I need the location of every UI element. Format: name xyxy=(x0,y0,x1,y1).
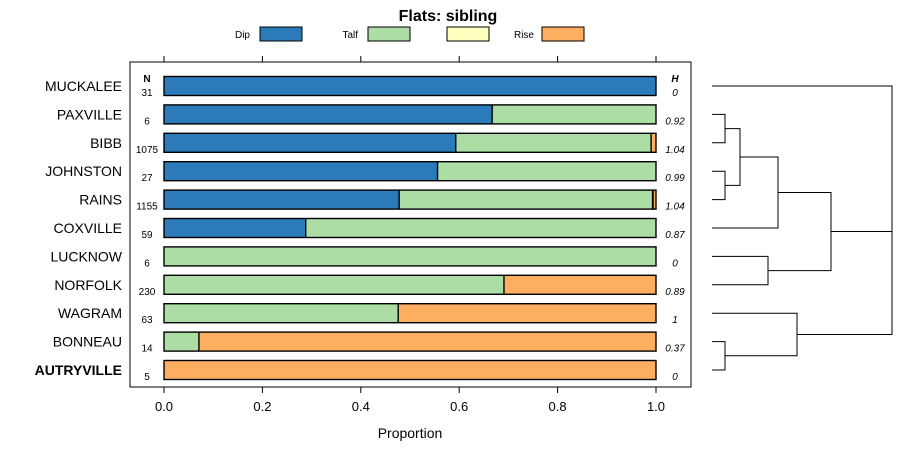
dendrogram-branch xyxy=(712,85,893,284)
bar-outline-wagram xyxy=(163,303,657,324)
dendrogram-branch xyxy=(712,255,769,286)
bar-segment-norfolk-rise xyxy=(503,275,656,295)
bar-segment-rains-rise xyxy=(653,190,656,210)
dendrogram-branch xyxy=(712,113,726,144)
bar-segment-bonneau-talf xyxy=(164,332,199,352)
x-tick-label: 1.0 xyxy=(647,399,665,414)
bar-segment-coxville-talf xyxy=(305,218,656,238)
row-label-coxville: COXVILLE xyxy=(54,220,122,236)
bar-segment-rains-dip xyxy=(164,190,400,210)
row-label-paxville: PAXVILLE xyxy=(57,106,122,122)
h-value-muckalee: 0 xyxy=(672,88,678,99)
n-value-coxville: 59 xyxy=(141,230,153,241)
h-value-paxville: 0.92 xyxy=(665,116,685,127)
bar-outline-autryville xyxy=(163,359,657,381)
n-column-header: N xyxy=(143,74,150,85)
h-value-rains: 1.04 xyxy=(665,202,685,213)
bar-segment-bibb-rise xyxy=(651,133,656,153)
legend-swatch-flat xyxy=(446,26,490,42)
bar-segment-johnston-talf xyxy=(437,161,656,181)
bar-outline-lucknow xyxy=(163,246,657,267)
legend-label-rise: Rise xyxy=(514,30,534,41)
bar-segment-paxville-talf xyxy=(492,104,656,124)
dendrogram-branch xyxy=(712,156,779,229)
row-label-norfolk: NORFOLK xyxy=(54,277,122,293)
bar-outline-norfolk xyxy=(163,274,657,295)
bar-segment-rains-talf xyxy=(399,190,653,210)
dendrogram-branch xyxy=(712,170,726,201)
x-axis-label: Proportion xyxy=(378,425,443,441)
bar-outline-muckalee xyxy=(163,75,657,97)
n-value-bonneau: 14 xyxy=(141,344,153,355)
bar-outline-bonneau xyxy=(163,331,657,352)
h-value-coxville: 0.87 xyxy=(665,230,685,241)
row-label-johnston: JOHNSTON xyxy=(45,163,122,179)
legend-swatch-talf xyxy=(367,26,411,42)
plot-frame xyxy=(129,61,692,388)
row-label-bonneau: BONNEAU xyxy=(53,334,122,350)
row-label-autryville: AUTRYVILLE xyxy=(35,362,122,378)
bar-segment-johnston-dip xyxy=(164,161,438,181)
bar-segment-lucknow-talf xyxy=(164,246,656,266)
dendrogram-branch xyxy=(712,341,726,371)
bar-outline-paxville xyxy=(163,104,657,125)
n-value-bibb: 1075 xyxy=(136,145,159,156)
row-label-lucknow: LUCKNOW xyxy=(50,248,122,264)
legend-swatch-rise xyxy=(541,26,585,42)
bar-segment-coxville-dip xyxy=(164,218,306,238)
bar-segment-norfolk-talf xyxy=(164,275,504,295)
n-value-paxville: 6 xyxy=(144,116,150,127)
dendrogram-branch xyxy=(768,192,832,272)
bar-segment-wagram-rise xyxy=(398,303,656,323)
legend-swatch-dip xyxy=(259,26,303,42)
row-label-wagram: WAGRAM xyxy=(58,305,122,321)
x-tick-label: 0.4 xyxy=(352,399,370,414)
bar-segment-bibb-talf xyxy=(455,133,652,153)
h-value-johnston: 0.99 xyxy=(665,173,685,184)
h-value-bibb: 1.04 xyxy=(665,145,685,156)
x-tick-label: 0.6 xyxy=(450,399,468,414)
bar-rows: MUCKALEE 31 0 PAXVILLE 6 0.92 BIBB 1075 1.04 JOHN… xyxy=(35,75,685,383)
x-tick-label: 0.2 xyxy=(253,399,271,414)
n-value-wagram: 63 xyxy=(141,315,153,326)
n-value-muckalee: 31 xyxy=(141,88,153,99)
n-value-rains: 1155 xyxy=(136,202,158,213)
h-column-header: H xyxy=(671,74,679,85)
bar-segment-bonneau-rise xyxy=(198,332,656,352)
n-value-autryville: 5 xyxy=(144,372,150,383)
row-label-bibb: BIBB xyxy=(90,135,122,151)
dendrogram-branch xyxy=(725,128,741,186)
n-value-norfolk: 230 xyxy=(139,287,156,298)
legend-label-talf: Talf xyxy=(342,30,358,41)
h-value-bonneau: 0.37 xyxy=(665,344,685,355)
h-value-wagram: 1 xyxy=(672,315,678,326)
bar-outline-johnston xyxy=(163,160,657,182)
bar-segment-bibb-dip xyxy=(164,133,456,153)
bar-outline-coxville xyxy=(163,217,657,239)
row-label-muckalee: MUCKALEE xyxy=(45,78,122,94)
bar-segment-autryville-rise xyxy=(164,360,656,380)
bar-segment-muckalee-dip xyxy=(164,76,656,96)
x-tick-label: 0.0 xyxy=(155,399,173,414)
bar-segment-paxville-dip xyxy=(164,104,493,124)
dendrogram xyxy=(712,85,893,371)
bar-outline-rains xyxy=(163,189,657,210)
legend: DipTalfFlatRise xyxy=(235,26,585,42)
row-label-rains: RAINS xyxy=(79,192,122,208)
dendrogram-branch xyxy=(797,231,893,335)
x-tick-label: 0.8 xyxy=(549,399,567,414)
x-axis: 0.0 0.2 0.4 0.6 0.8 1.0 xyxy=(155,56,665,414)
legend-label-dip: Dip xyxy=(235,30,250,41)
h-value-lucknow: 0 xyxy=(672,258,678,269)
n-value-johnston: 27 xyxy=(141,173,153,184)
bar-segment-wagram-talf xyxy=(164,303,399,323)
bar-outline-bibb xyxy=(163,132,657,154)
h-value-autryville: 0 xyxy=(672,372,678,383)
n-value-lucknow: 6 xyxy=(144,258,150,269)
chart-title: Flats: sibling xyxy=(399,8,498,25)
h-value-norfolk: 0.89 xyxy=(665,287,685,298)
